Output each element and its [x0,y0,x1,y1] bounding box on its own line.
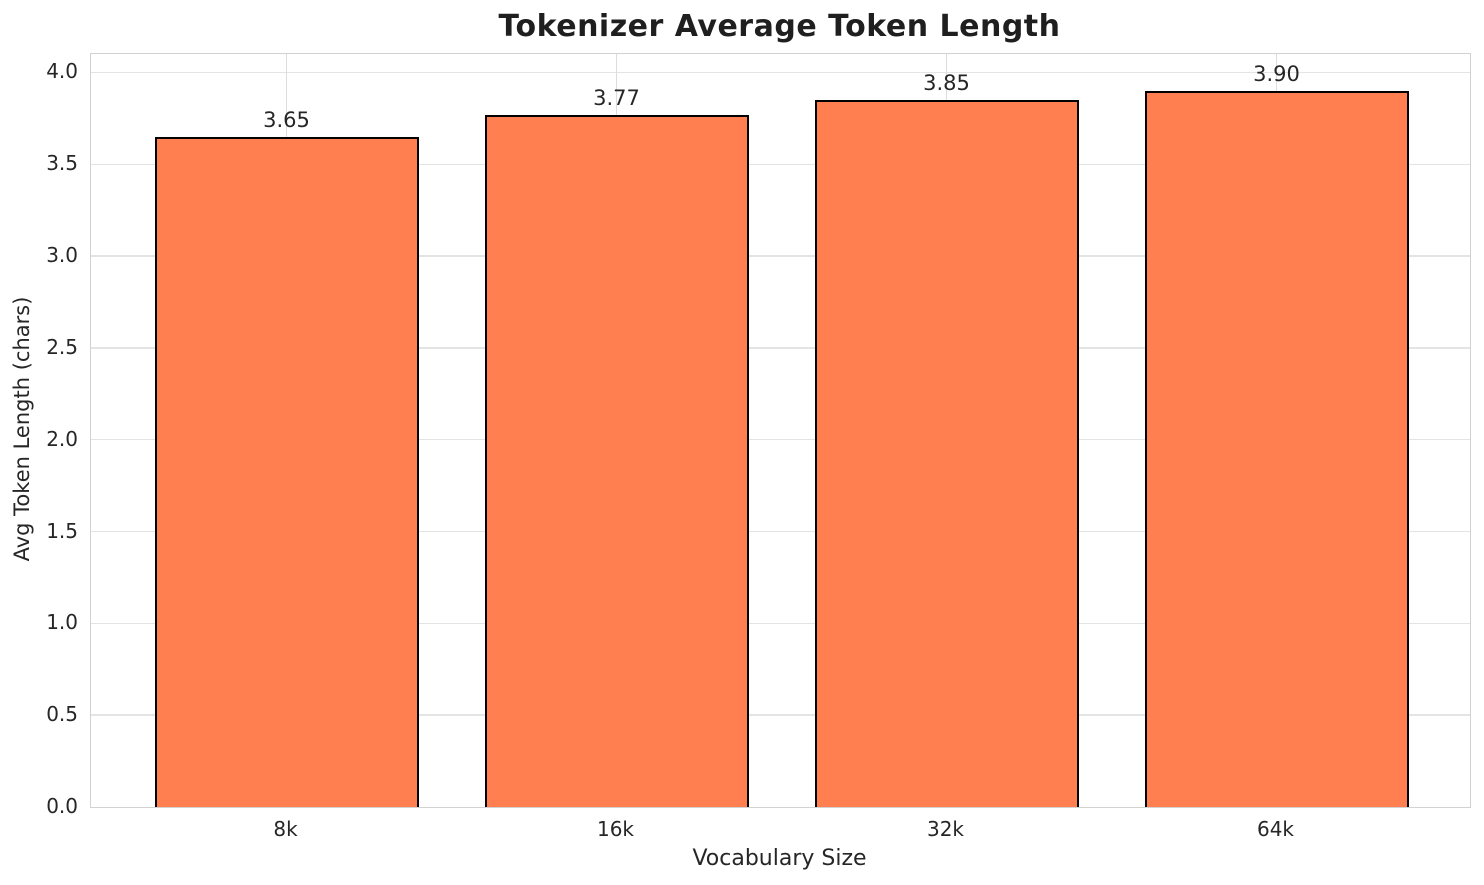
y-axis-ticks: 0.0 0.5 1.0 1.5 2.0 2.5 3.0 3.5 4.0 [0,53,78,818]
bar [484,114,749,807]
x-tick-label: 16k [596,817,635,841]
x-axis-label: Vocabulary Size [692,846,867,871]
y-tick-label: 0.5 [46,702,78,727]
y-tick-label: 0.0 [46,794,78,818]
h-gridline [91,347,1470,349]
bar-value-label: 3.77 [593,85,640,110]
bar-value-label: 3.85 [923,70,970,95]
bar-value-label: 3.65 [263,107,310,132]
y-tick-label: 2.0 [46,426,78,451]
h-gridline [91,714,1470,716]
y-tick-label: 1.5 [46,518,78,543]
h-gridline [91,255,1470,257]
h-gridline [91,163,1470,165]
x-axis-ticks: 8k 16k 32k 64k [90,817,1469,843]
bar [1144,90,1409,807]
bar-value-label: 3.90 [1253,61,1300,86]
plot-area: 3.65 3.77 3.85 3.90 [90,53,1471,808]
h-gridline [91,71,1470,74]
y-tick-label: 2.5 [46,334,78,359]
h-gridline [91,439,1470,441]
h-gridline [91,530,1470,533]
x-tick-label: 64k [1256,817,1295,841]
bar [154,136,419,807]
y-tick-label: 3.5 [46,151,78,176]
chart-title: Tokenizer Average Token Length [498,9,1061,44]
bar [814,99,1079,807]
x-tick-label: 32k [926,817,965,841]
h-gridline [91,622,1470,625]
y-tick-label: 3.0 [46,243,78,268]
x-tick-label: 8k [273,817,298,841]
y-tick-label: 1.0 [46,610,78,635]
y-tick-label: 4.0 [46,59,78,84]
